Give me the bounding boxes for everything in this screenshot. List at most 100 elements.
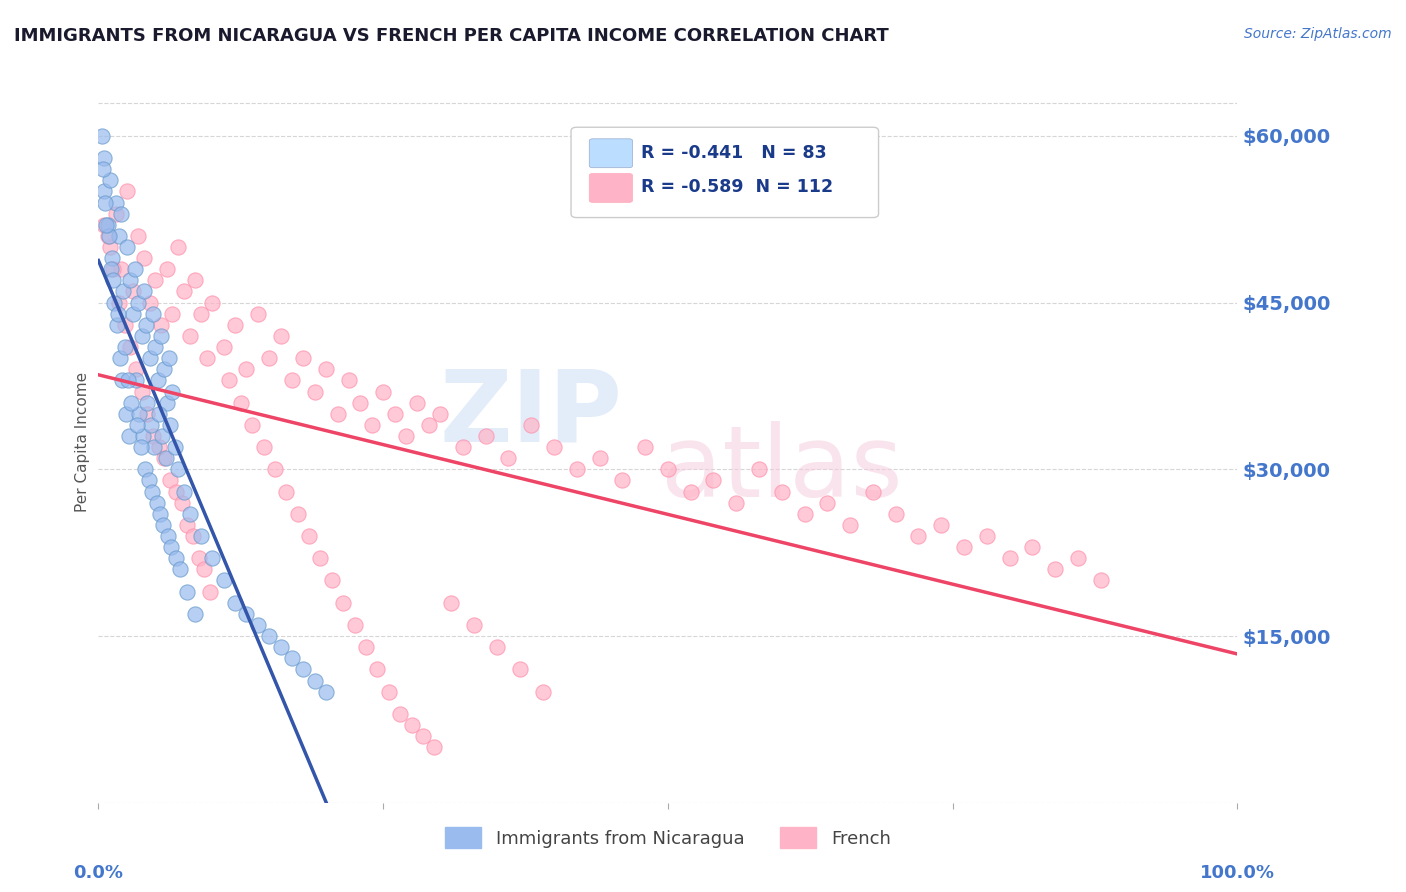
Point	[98, 240, 121, 254]
Point	[110, 207, 132, 221]
Point	[153, 451, 176, 466]
Point	[953, 540, 976, 554]
Point	[725, 496, 748, 510]
Point	[156, 262, 179, 277]
Point	[96, 218, 118, 232]
Point	[97, 228, 120, 243]
Point	[246, 618, 269, 632]
Point	[159, 417, 181, 432]
Point	[423, 740, 446, 755]
Point	[141, 484, 163, 499]
Point	[395, 429, 418, 443]
Point	[173, 285, 195, 299]
Point	[270, 640, 292, 655]
FancyBboxPatch shape	[589, 173, 633, 202]
Point	[132, 429, 155, 443]
Point	[159, 474, 181, 488]
Point	[104, 195, 127, 210]
Point	[287, 507, 309, 521]
Point	[132, 251, 155, 265]
Point	[111, 373, 134, 387]
Point	[138, 474, 160, 488]
Point	[406, 395, 429, 409]
Point	[170, 496, 193, 510]
Point	[440, 596, 463, 610]
Point	[201, 551, 224, 566]
Point	[114, 407, 136, 421]
Point	[212, 574, 235, 588]
Point	[474, 429, 496, 443]
Point	[815, 496, 838, 510]
Point	[127, 228, 149, 243]
Point	[121, 307, 143, 321]
Point	[120, 395, 142, 409]
Point	[401, 718, 423, 732]
Point	[565, 462, 588, 476]
Point	[679, 484, 702, 499]
Point	[218, 373, 240, 387]
Point	[117, 373, 139, 387]
Point	[131, 384, 153, 399]
Point	[543, 440, 565, 454]
Point	[162, 307, 184, 321]
Point	[588, 451, 610, 466]
Point	[193, 562, 215, 576]
Point	[110, 262, 132, 277]
Point	[770, 484, 793, 499]
Point	[134, 462, 156, 476]
Text: 100.0%: 100.0%	[1199, 864, 1275, 882]
Point	[167, 462, 190, 476]
Point	[190, 529, 212, 543]
Point	[332, 596, 354, 610]
Point	[105, 318, 128, 332]
Point	[531, 684, 554, 698]
Point	[142, 429, 165, 443]
Point	[160, 540, 183, 554]
Point	[145, 496, 167, 510]
Point	[96, 218, 118, 232]
Point	[156, 529, 179, 543]
FancyBboxPatch shape	[589, 139, 633, 168]
Point	[103, 273, 125, 287]
Point	[100, 262, 122, 277]
Point	[304, 673, 326, 688]
Point	[337, 373, 360, 387]
Point	[108, 228, 131, 243]
Text: 0.0%: 0.0%	[73, 864, 124, 882]
Point	[252, 440, 274, 454]
Point	[165, 484, 187, 499]
Point	[378, 684, 401, 698]
Point	[167, 240, 190, 254]
Point	[138, 351, 160, 366]
Point	[657, 462, 679, 476]
Point	[224, 596, 246, 610]
Point	[270, 329, 292, 343]
Point	[127, 295, 149, 310]
Point	[129, 440, 152, 454]
Text: Source: ZipAtlas.com: Source: ZipAtlas.com	[1244, 27, 1392, 41]
Point	[150, 429, 173, 443]
Point	[298, 529, 321, 543]
Point	[103, 262, 125, 277]
Point	[304, 384, 326, 399]
FancyBboxPatch shape	[571, 128, 879, 218]
Point	[139, 417, 162, 432]
Point	[93, 218, 115, 232]
Point	[509, 662, 531, 676]
Point	[281, 651, 304, 665]
Point	[354, 640, 377, 655]
Point	[486, 640, 509, 655]
Point	[127, 417, 149, 432]
Point	[131, 329, 153, 343]
Point	[907, 529, 929, 543]
Point	[321, 574, 343, 588]
Text: IMMIGRANTS FROM NICARAGUA VS FRENCH PER CAPITA INCOME CORRELATION CHART: IMMIGRANTS FROM NICARAGUA VS FRENCH PER …	[14, 27, 889, 45]
Point	[976, 529, 998, 543]
Point	[259, 629, 281, 643]
Point	[360, 417, 382, 432]
Point	[108, 351, 131, 366]
Point	[146, 373, 169, 387]
Point	[235, 362, 257, 376]
Point	[246, 307, 269, 321]
Point	[793, 507, 815, 521]
